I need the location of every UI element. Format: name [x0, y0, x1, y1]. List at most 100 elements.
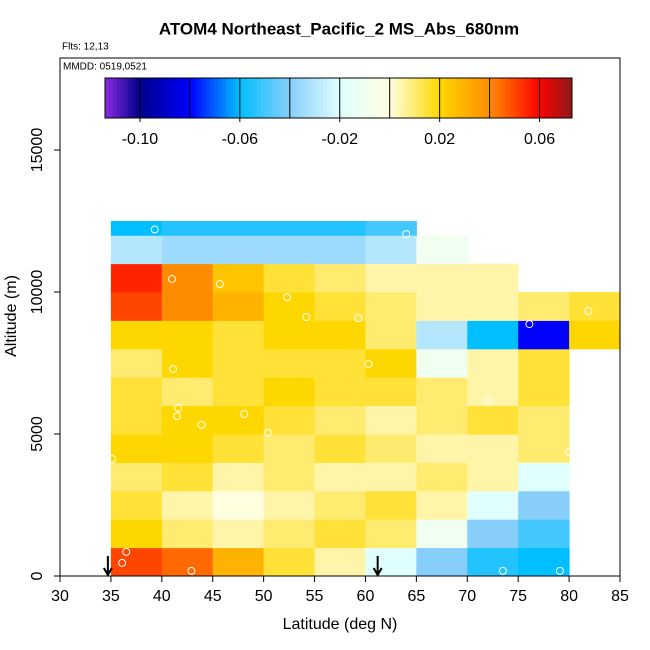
- heatmap-cell: [263, 434, 316, 463]
- y-tick-label: 10000: [29, 270, 46, 315]
- colorbar-tick-label: -0.10: [122, 131, 159, 148]
- heatmap-cell: [518, 320, 570, 350]
- sample-point: [364, 359, 373, 368]
- heatmap-cell: [467, 490, 519, 520]
- colorbar-segment: [474, 78, 480, 118]
- heatmap-cell: [110, 320, 163, 350]
- colorbar-segment: [373, 78, 378, 118]
- colorbar-segment: [132, 78, 137, 118]
- colorbar-segment: [443, 78, 448, 118]
- sample-point: [173, 412, 182, 421]
- colorbar-segment: [350, 78, 355, 118]
- heatmap-cell: [110, 221, 163, 236]
- sample-point: [354, 314, 363, 323]
- heatmap-cell: [314, 320, 366, 350]
- colorbar-segment: [194, 78, 199, 118]
- heatmap-cell: [518, 519, 570, 549]
- colorbar-segment: [420, 78, 425, 118]
- colorbar-segment: [210, 78, 215, 118]
- heatmap-cell: [161, 434, 214, 463]
- colorbar-segment: [521, 78, 526, 118]
- arrow: [372, 556, 383, 578]
- colorbar-segment: [241, 78, 246, 118]
- heatmap-cell: [416, 405, 468, 435]
- heatmap-cell: [212, 547, 265, 577]
- sample-point: [555, 566, 564, 575]
- colorbar-segment: [505, 78, 511, 118]
- heatmap-cell: [314, 235, 366, 265]
- colorbar-segment: [124, 78, 129, 118]
- colorbar-segment: [151, 78, 157, 118]
- heatmap-cell: [467, 547, 519, 577]
- colorbar-segment: [486, 78, 491, 118]
- colorbar-segment: [342, 78, 347, 118]
- sample-point: [118, 558, 127, 567]
- heatmap-cell: [161, 348, 214, 378]
- colorbar-segment: [213, 78, 219, 118]
- colorbar-segment: [182, 78, 188, 118]
- colorbar-segment: [322, 78, 328, 118]
- colorbar-segment: [385, 78, 390, 118]
- sample-point: [197, 420, 206, 429]
- heatmap-cell: [110, 490, 163, 520]
- colorbar-segment: [466, 78, 472, 118]
- heatmap-cell: [365, 462, 417, 492]
- heatmap-cell: [416, 490, 468, 520]
- heatmap-cell: [161, 221, 214, 236]
- colorbar-segment: [190, 78, 196, 118]
- colorbar-segment: [248, 78, 254, 118]
- sample-point: [215, 280, 224, 289]
- heatmap-cell: [263, 263, 316, 293]
- heatmap-cell: [365, 292, 417, 321]
- colorbar-tick-label: -0.02: [322, 131, 359, 148]
- heatmap-cell: [365, 547, 417, 577]
- heatmap-cell: [416, 292, 468, 321]
- colorbar-tick-label: 0.02: [424, 131, 455, 148]
- heatmap-cell: [161, 462, 214, 492]
- heatmap-cell: [263, 221, 316, 236]
- sample-point: [427, 228, 436, 237]
- colorbar-segment: [424, 78, 429, 118]
- heatmap-cell: [263, 235, 316, 265]
- colorbar-tick-label: -0.06: [222, 131, 259, 148]
- colorbar-segment: [136, 78, 141, 118]
- heatmap-cell: [212, 235, 265, 265]
- colorbar-segment: [459, 78, 464, 118]
- colorbar-segment: [501, 78, 507, 118]
- colorbar-segment: [564, 78, 569, 118]
- y-tick-label: 5000: [29, 416, 46, 452]
- x-tick-label: 60: [357, 588, 375, 605]
- heatmap-cell: [365, 320, 417, 350]
- heatmap-cell: [161, 405, 214, 435]
- heatmap-cell: [212, 348, 265, 378]
- colorbar-segment: [389, 78, 394, 118]
- sample-point: [525, 320, 534, 329]
- heatmap-cell: [161, 235, 214, 265]
- heatmap-cell: [110, 235, 163, 265]
- heatmap-cell: [416, 519, 468, 549]
- sample-point: [565, 447, 574, 456]
- colorbar-segment: [198, 78, 203, 118]
- colorbar-segment: [315, 78, 320, 118]
- heatmap-cell: [263, 292, 316, 321]
- y-tick-label: 0: [29, 571, 46, 580]
- heatmap-cell: [161, 547, 214, 577]
- x-tick-label: 45: [204, 588, 222, 605]
- colorbar-frame: [104, 77, 573, 119]
- heatmap-cell: [314, 490, 366, 520]
- heatmap-cell: [518, 405, 570, 435]
- colorbar-segment: [548, 78, 554, 118]
- heatmap-cell: [365, 377, 417, 407]
- colorbar-segment: [334, 78, 339, 118]
- heatmap-cell: [212, 519, 265, 549]
- colorbar-segment: [260, 78, 266, 118]
- heatmap-cell: [416, 434, 468, 463]
- sample-point: [263, 428, 272, 437]
- sample-point: [483, 395, 492, 404]
- colorbar-segment: [202, 78, 207, 118]
- colorbar-segment: [155, 78, 160, 118]
- colorbar-segment: [311, 78, 316, 118]
- colorbar-segment: [112, 78, 118, 118]
- sample-point: [168, 274, 176, 283]
